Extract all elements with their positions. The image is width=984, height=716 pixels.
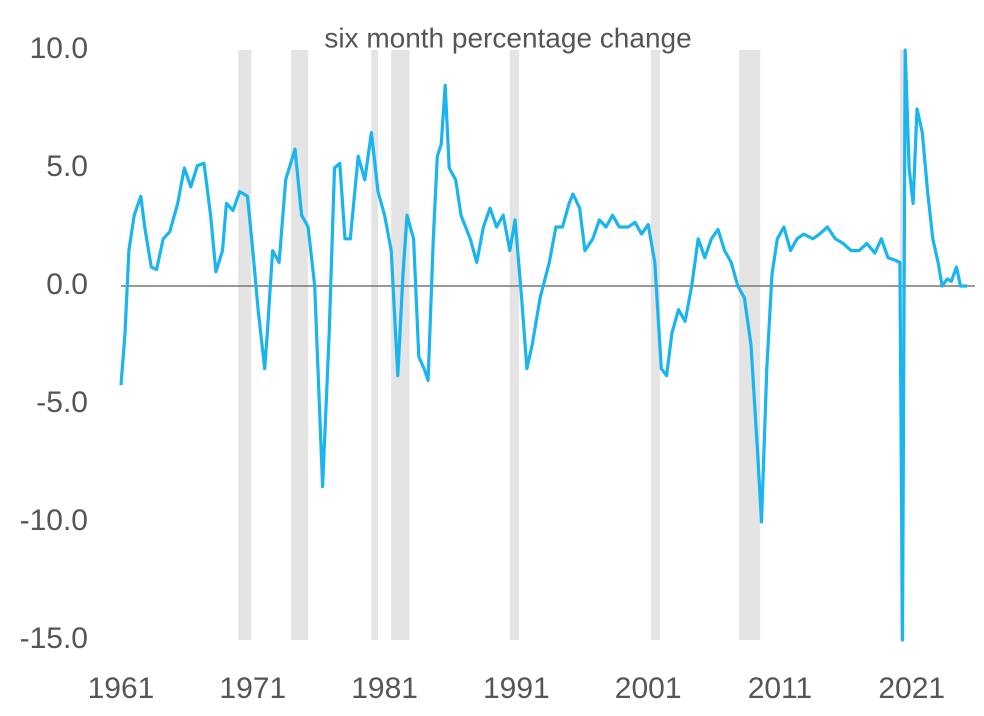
shaded-region (371, 50, 378, 640)
chart-title: six month percentage change (324, 22, 691, 53)
x-tick-label: 1961 (88, 672, 155, 705)
shaded-region (291, 50, 309, 640)
y-tick-label: 0.0 (46, 268, 88, 301)
series-line (119, 48, 968, 642)
x-tick-label: 1981 (351, 672, 418, 705)
x-tick-label: 2001 (615, 672, 682, 705)
x-tick-label: 1971 (219, 672, 286, 705)
y-tick-label: 5.0 (46, 150, 88, 183)
x-tick-label: 1991 (483, 672, 550, 705)
shaded-region (650, 50, 661, 640)
y-tick-label: -10.0 (20, 504, 88, 537)
shaded-region (238, 50, 252, 640)
x-tick-label: 2011 (748, 672, 813, 705)
y-tick-label: 10.0 (30, 32, 88, 65)
shaded-region (509, 50, 520, 640)
y-tick-label: -5.0 (36, 386, 88, 419)
y-tick-label: -15.0 (20, 622, 88, 655)
x-tick-label: 2021 (878, 672, 945, 705)
